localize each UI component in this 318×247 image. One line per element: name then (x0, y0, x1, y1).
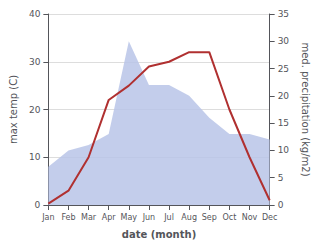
svg-text:Aug: Aug (181, 213, 197, 222)
svg-text:Jan: Jan (41, 213, 54, 222)
svg-text:Sep: Sep (202, 213, 217, 222)
svg-text:date (month): date (month) (122, 229, 196, 240)
svg-text:5: 5 (278, 173, 284, 183)
svg-text:Jun: Jun (142, 213, 156, 222)
svg-text:10: 10 (29, 152, 41, 162)
svg-text:Apr: Apr (102, 213, 117, 222)
svg-text:max temp (C): max temp (C) (8, 75, 19, 144)
svg-text:Dec: Dec (262, 213, 277, 222)
svg-text:0: 0 (278, 200, 284, 210)
svg-text:Feb: Feb (61, 213, 75, 222)
svg-text:med. precipitation (kg/m2): med. precipitation (kg/m2) (300, 42, 311, 176)
svg-text:20: 20 (278, 91, 290, 101)
svg-text:Oct: Oct (222, 213, 236, 222)
svg-text:30: 30 (29, 57, 41, 67)
svg-text:20: 20 (29, 105, 41, 115)
svg-text:Nov: Nov (242, 213, 258, 222)
svg-text:35: 35 (278, 9, 289, 19)
svg-text:Jul: Jul (163, 213, 174, 222)
svg-text:10: 10 (278, 145, 290, 155)
svg-text:30: 30 (278, 36, 290, 46)
svg-text:15: 15 (278, 118, 289, 128)
svg-text:25: 25 (278, 64, 289, 74)
svg-text:40: 40 (29, 9, 41, 19)
svg-text:May: May (121, 213, 138, 222)
svg-text:0: 0 (35, 200, 41, 210)
svg-text:Mar: Mar (81, 213, 97, 222)
